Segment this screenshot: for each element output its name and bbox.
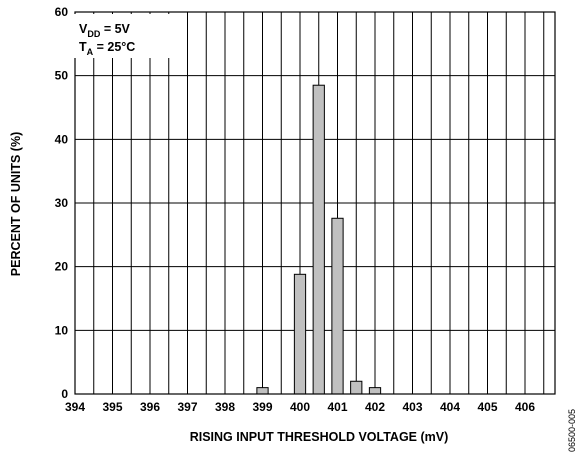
x-tick-label: 406 [515, 400, 535, 414]
y-tick-label: 50 [55, 69, 69, 83]
x-tick-label: 394 [65, 400, 85, 414]
y-tick-label: 40 [55, 132, 69, 146]
ta-condition: TA = 25°C [79, 40, 135, 57]
x-tick-label: 398 [215, 400, 235, 414]
x-tick-label: 399 [252, 400, 272, 414]
y-tick-label: 0 [61, 387, 68, 401]
y-tick-label: 30 [55, 196, 69, 210]
x-tick-labels: 394 395 396 397 398 399 400 401 402 403 404 405 406 [65, 400, 535, 414]
x-tick-label: 403 [402, 400, 422, 414]
y-tick-label: 10 [55, 323, 69, 337]
bar [293, 273, 307, 395]
conditions-box: VDD = 5V TA = 25°C [74, 14, 172, 58]
plot-frame [74, 11, 556, 395]
figure-id: 06500-005 [567, 409, 577, 452]
bar [312, 84, 325, 395]
grid-lines [75, 11, 555, 395]
x-tick-label: 396 [140, 400, 160, 414]
x-tick-label: 404 [440, 400, 460, 414]
y-tick-label: 20 [55, 260, 69, 274]
x-tick-label: 400 [290, 400, 310, 414]
x-axis-title: RISING INPUT THRESHOLD VOLTAGE (mV) [190, 430, 449, 444]
conditions-box-background [74, 14, 172, 58]
bar [331, 217, 344, 395]
x-tick-label: 395 [102, 400, 122, 414]
x-tick-label: 405 [477, 400, 497, 414]
y-axis-title: PERCENT OF UNITS (%) [9, 132, 23, 276]
bar [368, 387, 382, 395]
bar [256, 387, 269, 395]
x-tick-label: 401 [327, 400, 347, 414]
y-tick-labels: 0 10 20 30 40 50 60 [55, 5, 69, 401]
bar-series [256, 84, 382, 395]
vdd-condition: VDD = 5V [79, 22, 131, 39]
x-tick-label: 397 [177, 400, 197, 414]
bar [350, 380, 363, 395]
x-tick-label: 402 [365, 400, 385, 414]
y-tick-label: 60 [55, 5, 69, 19]
